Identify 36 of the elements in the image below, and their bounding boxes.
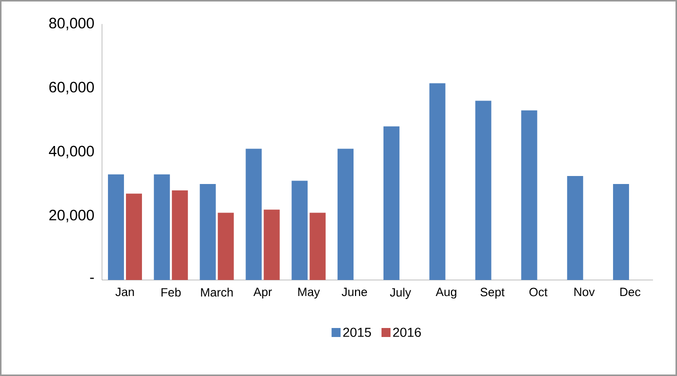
x-tick-label: Nov	[574, 288, 595, 296]
bar	[154, 174, 170, 280]
bar	[108, 174, 124, 280]
bar	[126, 194, 142, 280]
bar	[429, 83, 446, 280]
bar	[172, 190, 188, 280]
y-tick-label: 40,000	[48, 146, 94, 158]
x-tick-label: Oct	[529, 288, 548, 296]
bar	[521, 110, 538, 280]
bar	[383, 126, 400, 280]
bar	[246, 148, 262, 280]
bar	[475, 100, 492, 280]
x-tick-label: Dec	[620, 288, 640, 296]
x-tick-label: Sept	[480, 288, 505, 299]
bar	[218, 212, 234, 280]
bar	[567, 176, 584, 280]
bar	[292, 180, 308, 280]
bar	[338, 148, 354, 280]
bar	[200, 184, 216, 280]
legend-label: 2016	[393, 328, 421, 337]
x-tick-label: Apr	[253, 288, 272, 299]
x-tick-label: March	[201, 288, 233, 297]
bar	[264, 210, 280, 280]
x-tick-label: Aug	[436, 288, 456, 299]
y-tick-label: 80,000	[49, 18, 94, 30]
x-tick-label: June	[342, 288, 368, 296]
y-tick-label: 60,000	[49, 82, 94, 94]
legend-label: 2015	[343, 328, 371, 337]
bar	[310, 212, 326, 280]
x-tick-label: May	[298, 288, 320, 299]
x-tick-label: Jan	[115, 288, 134, 296]
x-tick-label: Feb	[162, 288, 181, 297]
y-tick-label: -	[90, 278, 94, 279]
bar	[613, 184, 630, 280]
y-tick-label: 20,000	[49, 210, 94, 222]
x-tick-label: July	[390, 288, 412, 299]
